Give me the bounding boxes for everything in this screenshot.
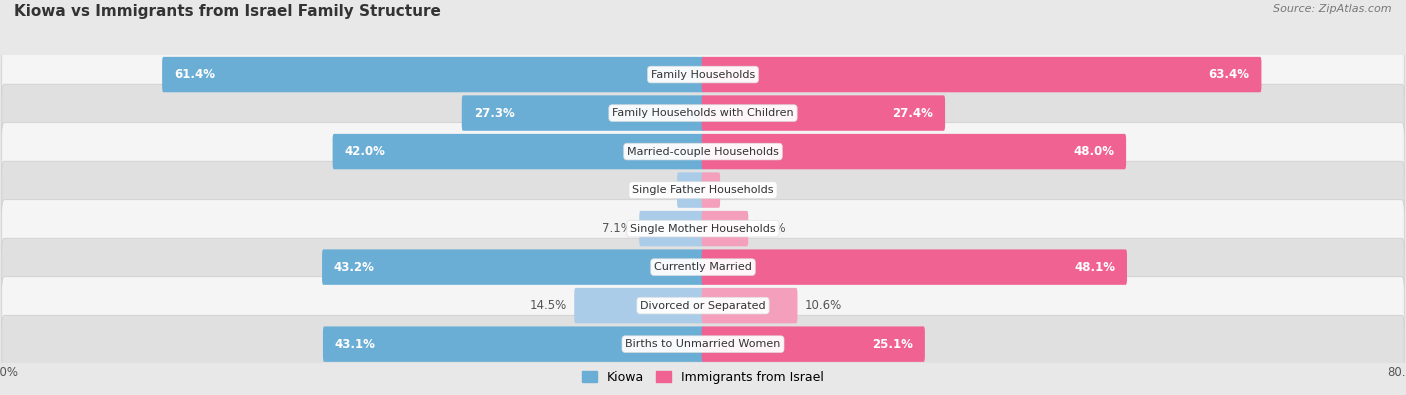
FancyBboxPatch shape [1,315,1405,373]
FancyBboxPatch shape [702,249,1128,285]
Text: Source: ZipAtlas.com: Source: ZipAtlas.com [1274,4,1392,14]
Text: Married-couple Households: Married-couple Households [627,147,779,156]
Text: Family Households: Family Households [651,70,755,79]
FancyBboxPatch shape [1,123,1405,181]
Text: 27.3%: 27.3% [474,107,515,120]
Text: 7.1%: 7.1% [602,222,631,235]
Text: 63.4%: 63.4% [1209,68,1250,81]
FancyBboxPatch shape [574,288,704,324]
Text: 2.8%: 2.8% [640,184,669,197]
FancyBboxPatch shape [702,326,925,362]
FancyBboxPatch shape [1,161,1405,219]
Text: 43.1%: 43.1% [335,338,375,351]
FancyBboxPatch shape [702,57,1261,92]
Text: 48.1%: 48.1% [1074,261,1115,274]
Text: Single Mother Households: Single Mother Households [630,224,776,233]
Text: Single Father Households: Single Father Households [633,185,773,195]
FancyBboxPatch shape [1,200,1405,258]
Text: 27.4%: 27.4% [893,107,934,120]
Legend: Kiowa, Immigrants from Israel: Kiowa, Immigrants from Israel [576,366,830,389]
Text: 14.5%: 14.5% [530,299,567,312]
Text: Divorced or Separated: Divorced or Separated [640,301,766,310]
Text: Births to Unmarried Women: Births to Unmarried Women [626,339,780,349]
Text: Kiowa vs Immigrants from Israel Family Structure: Kiowa vs Immigrants from Israel Family S… [14,4,441,19]
Text: 25.1%: 25.1% [872,338,912,351]
FancyBboxPatch shape [678,172,704,208]
FancyBboxPatch shape [162,57,704,92]
FancyBboxPatch shape [702,288,797,324]
Text: 43.2%: 43.2% [335,261,375,274]
FancyBboxPatch shape [461,95,704,131]
Text: 42.0%: 42.0% [344,145,385,158]
FancyBboxPatch shape [702,211,748,246]
Text: Family Households with Children: Family Households with Children [612,108,794,118]
FancyBboxPatch shape [333,134,704,169]
FancyBboxPatch shape [1,84,1405,142]
FancyBboxPatch shape [640,211,704,246]
Text: 1.8%: 1.8% [728,184,758,197]
Text: 61.4%: 61.4% [174,68,215,81]
FancyBboxPatch shape [1,277,1405,335]
Text: 48.0%: 48.0% [1073,145,1114,158]
FancyBboxPatch shape [1,46,1405,103]
Text: 5.0%: 5.0% [756,222,786,235]
FancyBboxPatch shape [702,172,720,208]
FancyBboxPatch shape [1,238,1405,296]
FancyBboxPatch shape [702,134,1126,169]
Text: 10.6%: 10.6% [804,299,842,312]
FancyBboxPatch shape [702,95,945,131]
Text: Currently Married: Currently Married [654,262,752,272]
FancyBboxPatch shape [323,326,704,362]
FancyBboxPatch shape [322,249,704,285]
